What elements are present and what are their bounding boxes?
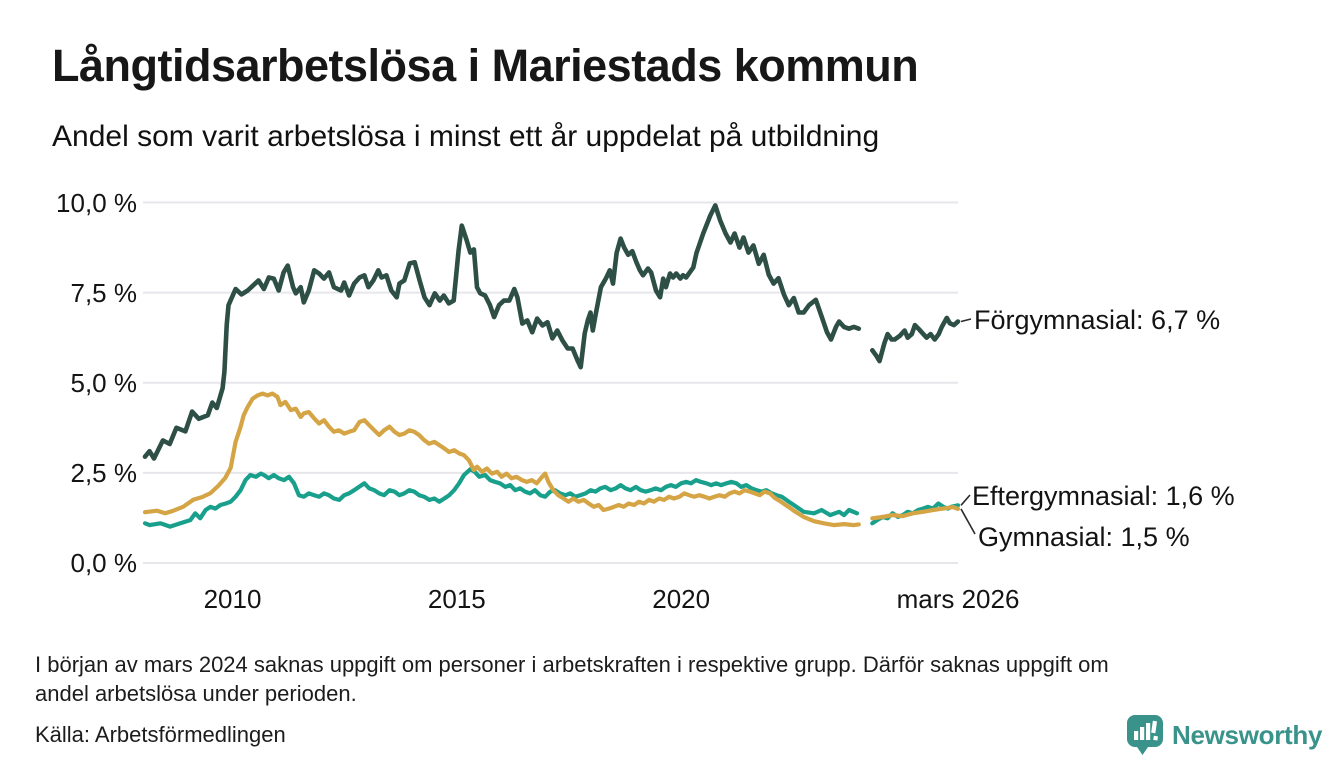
series-line-förgymnasial: [142, 203, 862, 461]
y-tick-label: 5,0 %: [70, 367, 138, 398]
chart-footnote: I början av mars 2024 saknas uppgift om …: [35, 650, 1109, 708]
page-title: Långtidsarbetslösa i Mariestads kommun: [52, 40, 919, 91]
series-line-gymnasial: [142, 391, 861, 528]
series-end-label-forgymnasial: Förgymnasial: 6,7 %: [974, 305, 1221, 335]
y-tick-label: 0,0 %: [70, 548, 138, 578]
series-line-gymnasial: [870, 505, 961, 521]
x-tick-label: 2020: [652, 584, 711, 614]
source-label: Källa: Arbetsförmedlingen: [35, 722, 286, 747]
x-tick-label: 2015: [427, 584, 486, 614]
x-tick-label: mars 2026: [896, 584, 1020, 614]
series-line-förgymnasial: [870, 315, 961, 364]
y-tick-label: 2,5 %: [70, 457, 138, 488]
footnote-line-2: andel arbetslösa under perioden.: [35, 681, 357, 706]
newsworthy-bubble-icon: [1127, 715, 1163, 755]
newsworthy-logo: Newsworthy: [1126, 714, 1322, 756]
y-tick-label: 10,0 %: [56, 187, 137, 218]
newsworthy-wordmark: Newsworthy: [1172, 719, 1323, 750]
series-end-label-gymnasial: Gymnasial: 1,5 %: [978, 522, 1190, 552]
footnote-line-1: I början av mars 2024 saknas uppgift om …: [35, 652, 1109, 677]
series-end-label-eftergymnasial: Eftergymnasial: 1,6 %: [972, 481, 1235, 511]
y-tick-label: 7,5 %: [70, 277, 138, 308]
series-line-eftergymnasial: [142, 467, 860, 529]
leader-line-förgymnasial: [960, 318, 972, 323]
leader-line-gymnasial: [960, 508, 976, 535]
page-subtitle: Andel som varit arbetslösa i minst ett å…: [52, 120, 880, 153]
leader-line-eftergymnasial: [960, 494, 971, 506]
x-tick-label: 2010: [203, 584, 262, 614]
